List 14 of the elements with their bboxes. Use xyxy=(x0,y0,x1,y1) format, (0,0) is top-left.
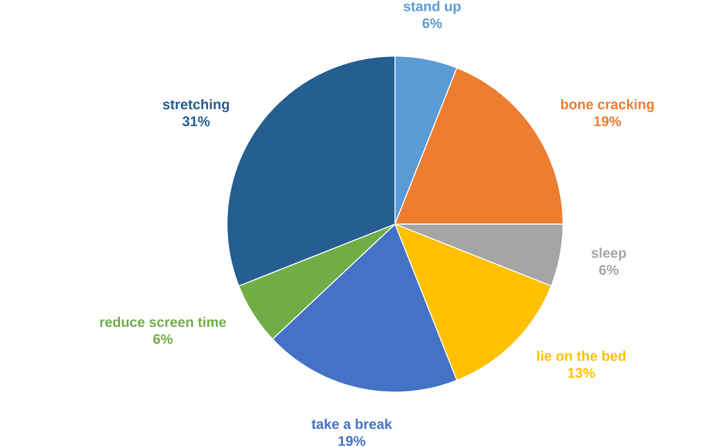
slice-label: lie on the bed xyxy=(537,350,626,361)
slice-label: stretching xyxy=(162,99,229,112)
slice-label: sleep xyxy=(591,248,626,261)
data-label: 19% xyxy=(594,116,622,126)
data-label: 19% xyxy=(338,436,366,446)
data-label: 31% xyxy=(182,116,210,126)
data-label: 6% xyxy=(153,334,173,344)
data-label: 6% xyxy=(599,264,618,275)
slice-label: reduce screen time xyxy=(100,316,226,328)
slice-label: take a break xyxy=(312,418,392,430)
data-label: 6% xyxy=(422,18,442,28)
slice-label: bone cracking xyxy=(561,99,654,112)
slice-label: stand up xyxy=(404,1,461,14)
data-label: 13% xyxy=(568,368,595,378)
